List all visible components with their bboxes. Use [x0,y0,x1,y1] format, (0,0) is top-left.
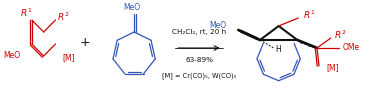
Text: H: H [276,44,282,53]
Text: R: R [335,30,341,40]
Text: R: R [21,10,27,19]
Text: MeO: MeO [209,21,226,30]
Text: 1: 1 [310,10,314,15]
Text: MeO: MeO [124,2,141,11]
Text: OMe: OMe [342,44,360,53]
Text: CH₂Cl₂, rt, 20 h: CH₂Cl₂, rt, 20 h [172,29,226,35]
Text: 63-89%: 63-89% [185,57,213,63]
Text: 2: 2 [342,30,345,34]
Text: 2: 2 [64,13,68,17]
Text: +: + [80,36,90,49]
Text: R: R [58,13,65,23]
Text: [M]: [M] [62,53,75,63]
Text: [M]: [M] [327,63,339,72]
Text: 1: 1 [27,8,31,13]
Text: [M] = Cr(CO)₅, W(CO)₅: [M] = Cr(CO)₅, W(CO)₅ [162,73,236,79]
Text: MeO: MeO [3,51,20,61]
Text: R: R [303,11,310,19]
